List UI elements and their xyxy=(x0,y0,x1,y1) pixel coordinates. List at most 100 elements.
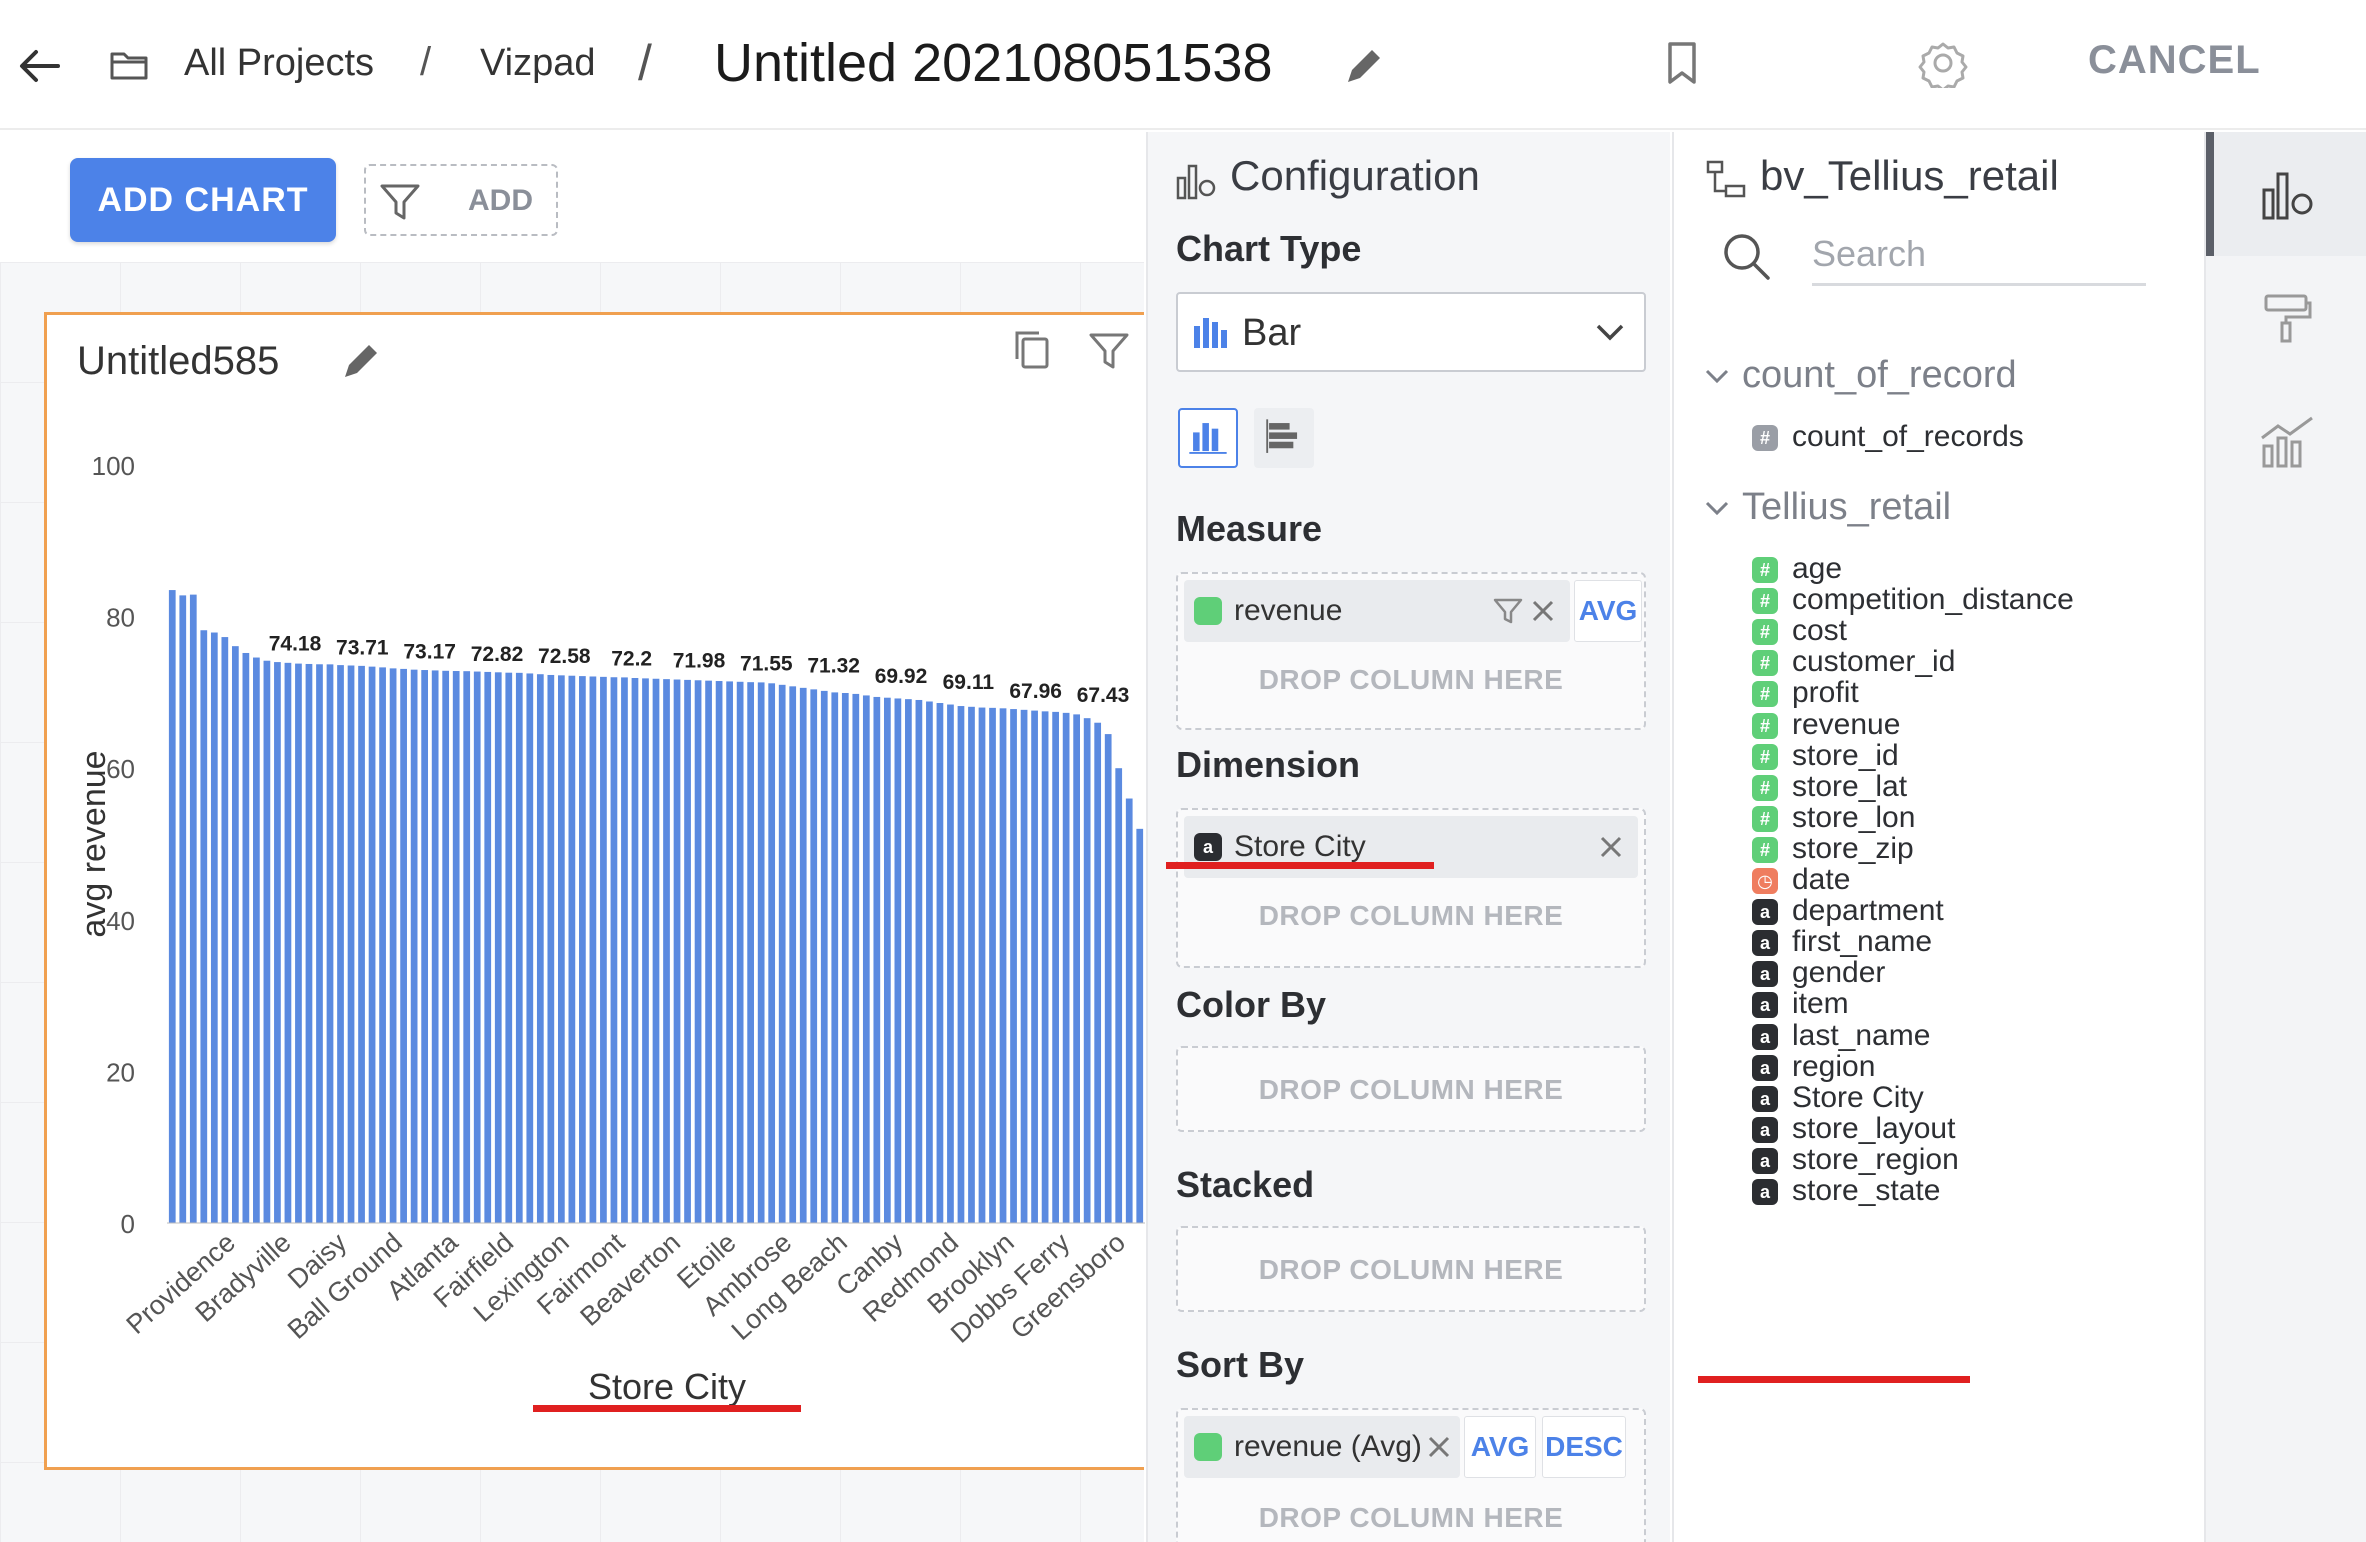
bar[interactable] xyxy=(316,664,323,1223)
stacked-dropzone[interactable]: DROP COLUMN HERE xyxy=(1176,1226,1646,1312)
bar[interactable] xyxy=(410,669,418,1223)
bar[interactable] xyxy=(536,674,544,1223)
color-by-dropzone[interactable]: DROP COLUMN HERE xyxy=(1176,1046,1646,1132)
bar[interactable] xyxy=(589,676,597,1223)
field-group-header[interactable]: count_of_record xyxy=(1704,354,2017,397)
measure-dropzone[interactable]: revenue AVG DROP COLUMN HERE xyxy=(1176,572,1646,730)
bar[interactable] xyxy=(284,662,292,1223)
bar[interactable] xyxy=(1094,722,1102,1223)
bar[interactable] xyxy=(715,681,723,1223)
bar[interactable] xyxy=(579,676,586,1223)
close-icon[interactable] xyxy=(1528,596,1558,626)
bar[interactable] xyxy=(389,668,397,1223)
bar[interactable] xyxy=(263,660,271,1223)
bar[interactable] xyxy=(274,662,281,1223)
bar[interactable] xyxy=(989,707,996,1223)
bar[interactable] xyxy=(905,699,912,1223)
bar[interactable] xyxy=(547,674,555,1223)
bar[interactable] xyxy=(1083,718,1091,1223)
pencil-icon[interactable] xyxy=(1338,42,1388,92)
bookmark-icon[interactable] xyxy=(1660,38,1704,88)
bar[interactable] xyxy=(1073,714,1081,1223)
funnel-icon[interactable] xyxy=(1087,329,1131,373)
bar[interactable] xyxy=(568,675,576,1223)
rail-style-tab[interactable] xyxy=(2206,256,2366,380)
bar[interactable] xyxy=(610,677,618,1223)
bar[interactable] xyxy=(326,664,334,1223)
bar[interactable] xyxy=(978,707,986,1223)
bar[interactable] xyxy=(179,595,187,1223)
bar[interactable] xyxy=(231,646,239,1223)
bar[interactable] xyxy=(463,671,471,1223)
bar[interactable] xyxy=(189,594,197,1223)
sort-by-dropzone[interactable]: revenue (Avg) AVG DESC DROP COLUMN HERE xyxy=(1176,1408,1646,1542)
bar[interactable] xyxy=(305,663,313,1223)
bar[interactable] xyxy=(705,680,712,1223)
bar[interactable] xyxy=(557,675,565,1223)
bar[interactable] xyxy=(200,630,208,1223)
back-arrow-icon[interactable] xyxy=(14,40,66,92)
cancel-button[interactable]: CANCEL xyxy=(2088,38,2261,82)
bar[interactable] xyxy=(1115,768,1123,1223)
measure-pill[interactable]: revenue xyxy=(1184,580,1570,642)
bar[interactable] xyxy=(452,671,460,1223)
bar[interactable] xyxy=(757,682,765,1223)
rail-configuration-tab[interactable] xyxy=(2206,132,2366,256)
bar[interactable] xyxy=(862,695,870,1223)
bar[interactable] xyxy=(253,657,260,1223)
bar[interactable] xyxy=(663,679,670,1223)
vertical-bar-toggle[interactable] xyxy=(1178,408,1238,468)
bar[interactable] xyxy=(505,672,513,1223)
bar[interactable] xyxy=(778,684,786,1223)
bar[interactable] xyxy=(431,670,439,1223)
bar[interactable] xyxy=(883,697,891,1223)
bar[interactable] xyxy=(379,667,386,1223)
close-icon[interactable] xyxy=(1596,832,1626,862)
bar[interactable] xyxy=(1020,709,1028,1223)
bar[interactable] xyxy=(473,671,481,1223)
chart-card[interactable]: 0 20 40 60 80 100 avg revenue 74.18 73.71 73.17 72… xyxy=(44,312,1145,1470)
bar[interactable] xyxy=(494,672,502,1223)
bar[interactable] xyxy=(1104,734,1112,1223)
measure-aggregation-button[interactable]: AVG xyxy=(1574,580,1642,642)
bar[interactable] xyxy=(631,677,639,1223)
bar[interactable] xyxy=(210,632,218,1223)
search-input[interactable] xyxy=(1812,224,2146,286)
bar[interactable] xyxy=(358,665,365,1223)
close-icon[interactable] xyxy=(1424,1432,1454,1462)
bar[interactable] xyxy=(1052,711,1059,1223)
bar[interactable] xyxy=(768,683,776,1223)
add-chart-button[interactable]: ADD CHART xyxy=(70,158,336,242)
bar[interactable] xyxy=(526,673,534,1223)
bar[interactable] xyxy=(894,698,902,1223)
dimension-dropzone[interactable]: a Store City DROP COLUMN HERE xyxy=(1176,808,1646,968)
bar[interactable] xyxy=(736,681,744,1223)
bar[interactable] xyxy=(799,687,807,1223)
bar[interactable] xyxy=(852,693,860,1223)
pencil-icon[interactable] xyxy=(337,337,385,385)
bar[interactable] xyxy=(968,706,975,1223)
bar[interactable] xyxy=(368,666,376,1223)
add-filter-button[interactable]: ADD xyxy=(364,164,558,236)
bar[interactable] xyxy=(789,686,797,1223)
copy-icon[interactable] xyxy=(1011,327,1053,373)
bar[interactable] xyxy=(747,682,755,1223)
bar[interactable] xyxy=(684,679,691,1223)
bar[interactable] xyxy=(831,692,839,1223)
bar[interactable] xyxy=(947,704,954,1223)
bar[interactable] xyxy=(442,670,450,1223)
funnel-icon[interactable] xyxy=(1492,596,1524,626)
bar[interactable] xyxy=(957,706,965,1223)
bar[interactable] xyxy=(820,690,828,1223)
bar[interactable] xyxy=(936,703,944,1223)
bar[interactable] xyxy=(694,680,702,1223)
bar[interactable] xyxy=(347,665,355,1223)
bar[interactable] xyxy=(1136,828,1144,1223)
chart-type-select[interactable]: Bar xyxy=(1176,292,1646,372)
bar[interactable] xyxy=(337,665,344,1223)
bar[interactable] xyxy=(1031,710,1038,1223)
bar[interactable] xyxy=(295,663,302,1223)
bar[interactable] xyxy=(421,670,429,1223)
bar[interactable] xyxy=(242,652,250,1223)
bar[interactable] xyxy=(621,677,628,1223)
